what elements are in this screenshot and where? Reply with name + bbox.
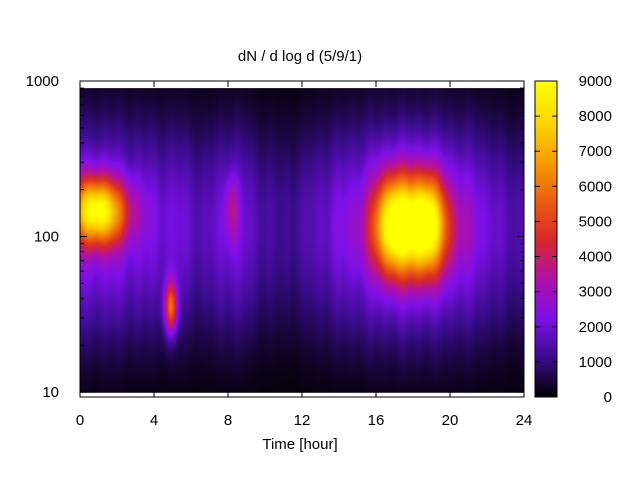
x-axis: 0 4 8 12 16 20 24: [76, 81, 533, 429]
x-axis-label: Time [hour]: [262, 436, 337, 453]
x-tick-label: 16: [368, 412, 385, 429]
x-tick-label: 24: [516, 412, 533, 429]
colorbar: 0 1000 2000 3000 4000 5000 6000 7000 8000 9000: [534, 73, 612, 406]
heatmap-cells: [80, 88, 524, 393]
colorbar-tick-label: 1000: [579, 354, 612, 371]
colorbar-gradient: [534, 80, 558, 398]
x-tick-label: 20: [442, 412, 459, 429]
colorbar-tick-label: 8000: [579, 108, 612, 125]
colorbar-tick-label: 5000: [579, 213, 612, 230]
colorbar-tick-label: 6000: [579, 178, 612, 195]
x-tick-label: 4: [150, 412, 158, 429]
colorbar-tick-label: 4000: [579, 249, 612, 266]
colorbar-tick-label: 0: [604, 389, 612, 406]
colorbar-tick-label: 7000: [579, 143, 612, 160]
colorbar-tick-label: 9000: [579, 73, 612, 90]
y-axis: 10 100 1000: [26, 73, 524, 401]
y-tick-label: 1000: [26, 73, 59, 90]
x-tick-label: 12: [294, 412, 311, 429]
heatmap-layer: [80, 81, 524, 397]
x-tick-label: 8: [224, 412, 232, 429]
y-tick-label: 10: [42, 384, 59, 401]
y-tick-label: 100: [34, 229, 59, 246]
colorbar-tick-label: 2000: [579, 319, 612, 336]
colorbar-tick-label: 3000: [579, 284, 612, 301]
chart-title: dN / d log d (5/9/1): [238, 48, 362, 65]
x-tick-label: 0: [76, 412, 84, 429]
